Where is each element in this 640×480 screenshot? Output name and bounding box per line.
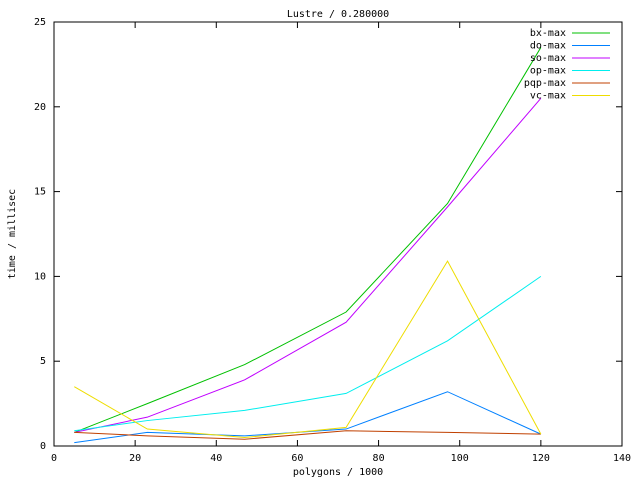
- x-tick-label: 100: [451, 453, 469, 464]
- series-line: [74, 430, 541, 440]
- plot-border: [53, 21, 623, 447]
- legend-label: do-max: [530, 41, 566, 52]
- x-tick-label: 20: [129, 453, 141, 464]
- legend-label: pqp-max: [524, 78, 566, 89]
- y-tick-label: 0: [40, 441, 46, 452]
- y-axis-label: time / millisec: [7, 189, 18, 279]
- y-tick-label: 5: [40, 356, 46, 367]
- legend-label: op-max: [530, 66, 566, 77]
- series-line: [74, 275, 542, 432]
- x-axis-label: polygons / 1000: [293, 467, 383, 478]
- series-line: [74, 260, 542, 439]
- x-tick-label: 140: [613, 453, 631, 464]
- y-tick-label: 10: [34, 271, 46, 282]
- legend-label: vc-max: [530, 91, 566, 102]
- y-tick-label: 25: [34, 17, 46, 28]
- x-tick-label: 0: [51, 453, 57, 464]
- series-line: [74, 97, 542, 433]
- x-tick-label: 40: [210, 453, 222, 464]
- x-tick-label: 60: [291, 453, 303, 464]
- chart-title: Lustre / 0.280000: [287, 9, 389, 20]
- series-line: [74, 391, 542, 444]
- legend-label: so-max: [530, 53, 566, 64]
- y-tick-label: 20: [34, 102, 46, 113]
- y-tick-label: 15: [34, 187, 46, 198]
- series-line: [74, 47, 542, 433]
- x-tick-label: 80: [373, 453, 385, 464]
- legend-label: bx-max: [530, 28, 566, 39]
- x-tick-label: 120: [532, 453, 550, 464]
